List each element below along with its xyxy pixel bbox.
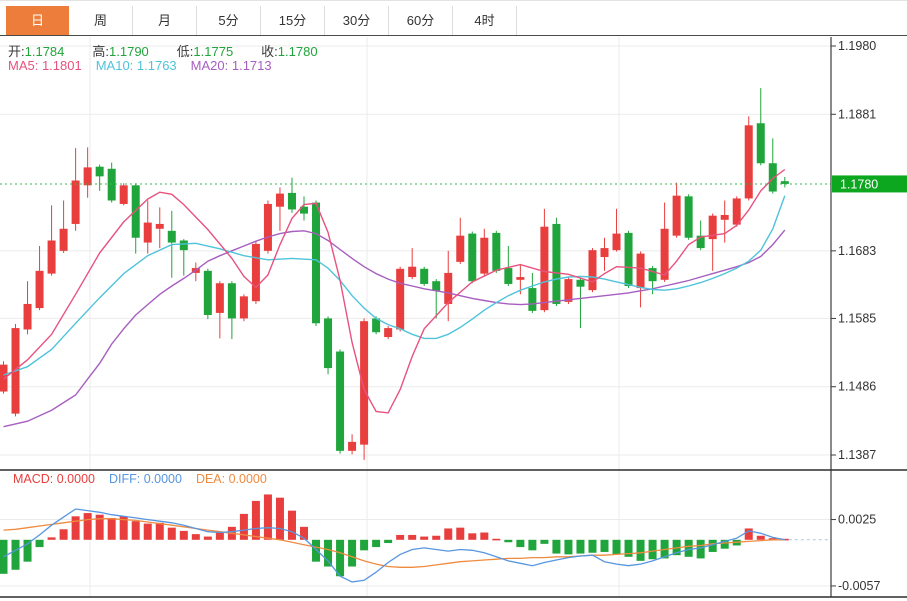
- macd-histogram: [0, 494, 789, 577]
- svg-text:1.1780: 1.1780: [840, 177, 878, 191]
- tab-timeframe-6[interactable]: 60分: [389, 6, 453, 35]
- tab-timeframe-2[interactable]: 月: [133, 6, 197, 35]
- timeframe-tabbar: 日周月 5分 15分 30分 60分 4时: [0, 0, 907, 36]
- price-axis-labels: 1.1980 1.1881 1.1683 1.1585 1.1486 1.1387: [831, 39, 876, 462]
- tab-timeframe-4[interactable]: 15分: [261, 6, 325, 35]
- svg-text:1.1387: 1.1387: [838, 448, 876, 462]
- chart-frame: [0, 37, 907, 598]
- svg-text:0.0025: 0.0025: [838, 513, 876, 527]
- tab-timeframe-1[interactable]: 周: [69, 6, 133, 35]
- tab-timeframe-3[interactable]: 5分: [197, 6, 261, 35]
- ma5-line: [3, 168, 786, 414]
- diff-line: [3, 508, 785, 583]
- svg-text:-0.0057: -0.0057: [838, 579, 880, 593]
- svg-text:1.1486: 1.1486: [838, 380, 876, 394]
- candles: [0, 88, 789, 460]
- current-price-badge: 1.1780: [832, 175, 907, 193]
- chart-area: 1.1780 1.1980 1.1881 1.1683 1.1585 1.1486 1.13…: [0, 37, 907, 601]
- tab-timeframe-0[interactable]: 日: [6, 6, 69, 35]
- dea-line: [3, 518, 785, 568]
- svg-text:1.1683: 1.1683: [838, 244, 876, 258]
- candlestick-chart[interactable]: 1.1780 1.1980 1.1881 1.1683 1.1585 1.1486 1.13…: [0, 37, 907, 601]
- tab-timeframe-7[interactable]: 4时: [453, 6, 517, 35]
- tab-timeframe-5[interactable]: 30分: [325, 6, 389, 35]
- svg-text:1.1980: 1.1980: [838, 39, 876, 53]
- svg-text:1.1585: 1.1585: [838, 311, 876, 325]
- ma10-line: [3, 195, 786, 376]
- macd-axis-labels: 0.0025 -0.0057: [831, 513, 880, 593]
- grid-lines: [0, 37, 831, 597]
- ma20-line: [3, 229, 786, 428]
- svg-text:1.1881: 1.1881: [838, 107, 876, 121]
